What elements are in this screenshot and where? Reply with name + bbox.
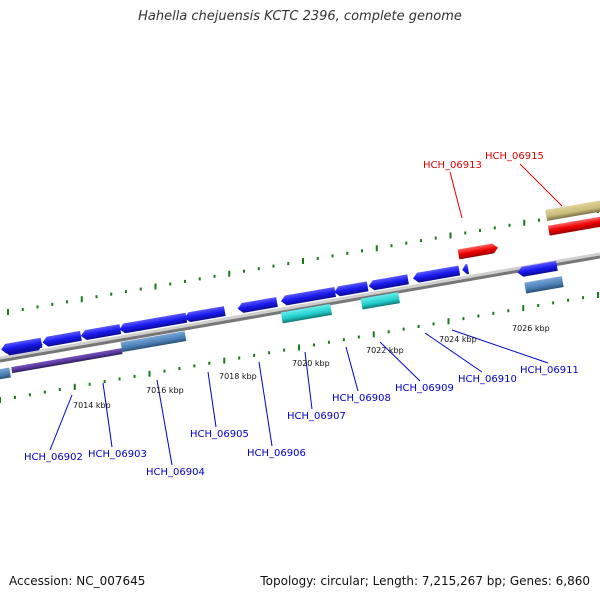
cds-hch-06911[interactable]	[412, 265, 461, 284]
steelblue-feature-3[interactable]	[524, 276, 564, 294]
gene-label[interactable]: HCH_06906	[247, 448, 306, 459]
cds-hch-06903[interactable]	[0, 337, 43, 355]
gene-leader-line	[102, 382, 113, 448]
genome-backbone	[0, 252, 600, 363]
gene-label-layer: HCH_06902 HCH_06903 HCH_06904 HCH_06905 HCH_…	[24, 151, 579, 478]
gene-label[interactable]: HCH_06907	[287, 411, 346, 422]
gene-label[interactable]: HCH_06905	[190, 429, 249, 440]
cds-hch-06910b[interactable]	[368, 274, 409, 291]
reverse-feature-track[interactable]	[0, 264, 564, 385]
gene-leader-line	[519, 163, 563, 207]
kbp-tick-label: 7026 kbp	[512, 324, 550, 333]
gene-leader-line	[207, 371, 217, 428]
gene-leader-line	[345, 346, 359, 392]
gene-label[interactable]: HCH_06908	[332, 393, 391, 404]
gene-label[interactable]: HCH_06903	[88, 449, 147, 460]
gene-label[interactable]: HCH_06902	[24, 452, 83, 463]
kbp-scale-labels: 7014 kbp 7016 kbp 7018 kbp 7020 kbp 7022 kbp…	[73, 324, 550, 410]
tan-feature[interactable]	[545, 199, 600, 221]
gene-leader-line	[258, 361, 273, 447]
cds-hch-06909[interactable]	[280, 287, 336, 306]
kbp-tick-label: 7018 kbp	[219, 372, 257, 381]
gene-label[interactable]: HCH_06911	[520, 365, 579, 376]
forward-cds-track[interactable]	[0, 199, 600, 366]
purple-feature[interactable]	[11, 348, 123, 374]
cyan-feature-1[interactable]	[280, 303, 332, 324]
kbp-tick-label: 7014 kbp	[73, 401, 111, 410]
cyan-feature-2[interactable]	[360, 292, 400, 310]
gene-leader-line	[424, 332, 483, 373]
cds-hch-06912[interactable]	[517, 260, 558, 278]
cds-hch-06908[interactable]	[237, 297, 278, 314]
gene-label[interactable]: HCH_06910	[458, 374, 517, 385]
kbp-tick-label: 7016 kbp	[146, 386, 184, 395]
genome-summary-text: Topology: circular; Length: 7,215,267 bp…	[260, 574, 590, 588]
map-title: Hahella chejuensis KCTC 2396, complete g…	[138, 9, 462, 24]
gene-label[interactable]: HCH_06915	[485, 151, 544, 162]
gene-leader-line	[379, 341, 421, 382]
kbp-tick-label: 7020 kbp	[292, 359, 330, 368]
cds-hch-06905[interactable]	[80, 324, 122, 341]
cds-hch-06906[interactable]	[118, 312, 188, 334]
kbp-tick-label: 7022 kbp	[366, 346, 404, 355]
cds-hch-06907[interactable]	[184, 306, 226, 323]
cds-hch-06913[interactable]	[457, 243, 499, 260]
gene-label[interactable]: HCH_06913	[423, 160, 482, 171]
gene-leader-line	[304, 351, 313, 410]
kbp-tick-label: 7024 kbp	[439, 335, 477, 344]
gene-leader-line	[49, 394, 73, 451]
gene-leader-line	[156, 379, 173, 466]
gene-label[interactable]: HCH_06904	[146, 467, 205, 478]
steelblue-feature-2[interactable]	[120, 331, 187, 353]
steelblue-feature-1[interactable]	[0, 367, 11, 381]
gene-leader-line	[449, 171, 463, 219]
cds-hch-06910[interactable]	[333, 281, 369, 297]
gene-leader-line	[451, 329, 549, 364]
accession-text: Accession: NC_007645	[9, 574, 146, 588]
cds-hch-06915[interactable]	[547, 215, 600, 236]
lower-tick-track	[0, 292, 599, 403]
gene-label[interactable]: HCH_06909	[395, 383, 454, 394]
cds-fragment[interactable]	[461, 264, 470, 275]
cds-hch-06904[interactable]	[42, 330, 82, 347]
